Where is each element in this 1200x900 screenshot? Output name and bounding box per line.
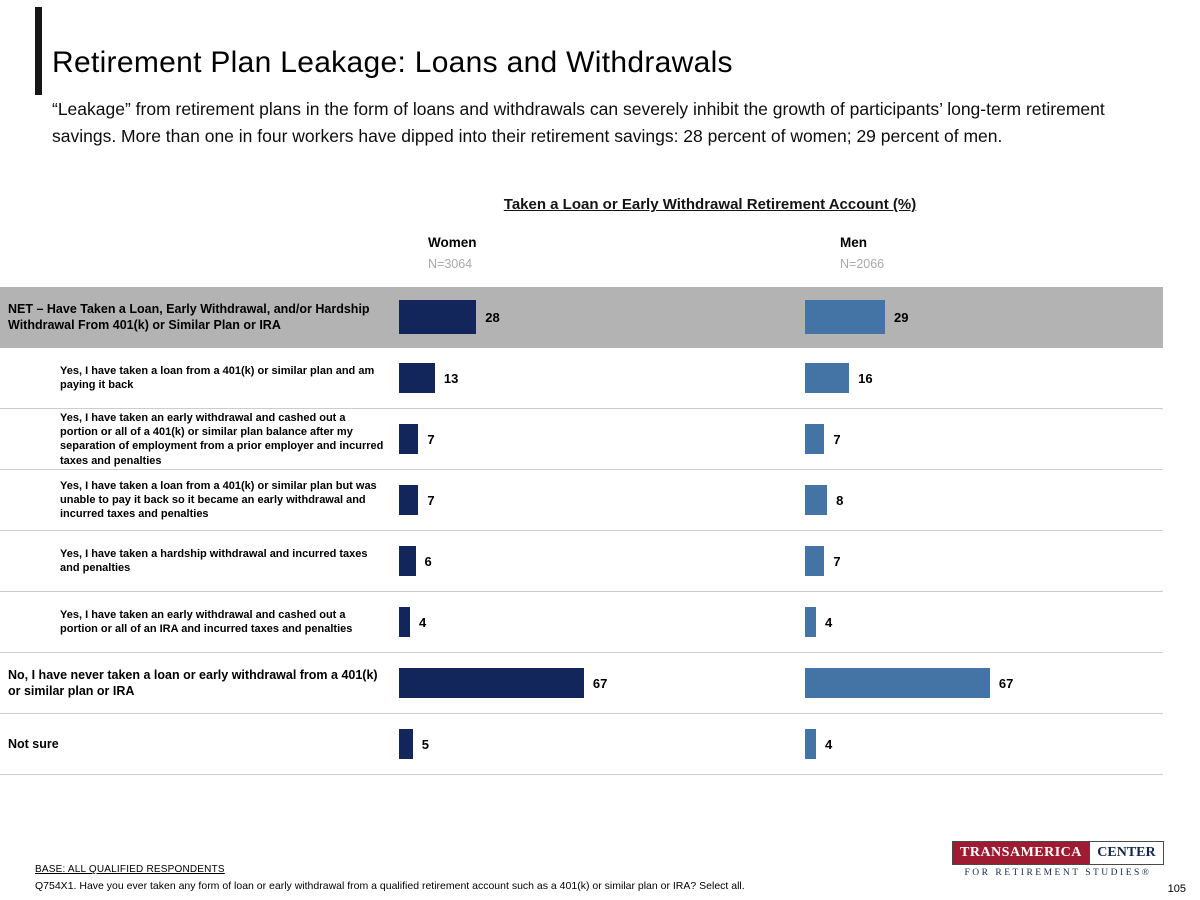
women-bar-cell: 13 bbox=[399, 363, 805, 394]
women-bar-value: 5 bbox=[421, 736, 430, 752]
women-bar bbox=[399, 363, 435, 394]
row-label: Yes, I have taken an early withdrawal an… bbox=[60, 411, 384, 467]
women-bar-value: 13 bbox=[443, 370, 459, 386]
logo-brand-text: TRANSAMERICA bbox=[953, 842, 1089, 864]
men-label: Men bbox=[840, 235, 867, 251]
men-bar-value: 7 bbox=[833, 431, 841, 447]
row-label: Yes, I have taken a loan from a 401(k) o… bbox=[60, 364, 375, 392]
women-bar-cell: 5 bbox=[399, 729, 805, 760]
chart-row: Yes, I have taken a hardship withdrawal … bbox=[0, 531, 1163, 593]
page-title: Retirement Plan Leakage: Loans and Withd… bbox=[52, 46, 733, 79]
question-note: Q754X1. Have you ever taken any form of … bbox=[35, 880, 745, 892]
logo-center-text: CENTER bbox=[1088, 842, 1163, 864]
men-bar-value: 7 bbox=[833, 553, 841, 569]
men-bar-cell: 7 bbox=[805, 546, 1163, 577]
women-column-header: Women N=3064 bbox=[428, 235, 477, 271]
men-bar-cell: 8 bbox=[805, 485, 1163, 516]
men-bar bbox=[805, 607, 817, 638]
men-bar-value: 67 bbox=[998, 675, 1014, 691]
men-bar-value: 29 bbox=[894, 309, 909, 325]
men-bar bbox=[805, 546, 825, 577]
row-label: Yes, I have taken a loan from a 401(k) o… bbox=[60, 479, 377, 521]
row-label: Yes, I have taken a hardship withdrawal … bbox=[60, 547, 368, 575]
men-bar-cell: 29 bbox=[805, 300, 1163, 335]
women-bar-value: 67 bbox=[592, 675, 608, 691]
men-bar bbox=[805, 729, 817, 760]
men-bar-cell: 4 bbox=[805, 607, 1163, 638]
transamerica-logo: TRANSAMERICA CENTER FOR RETIREMENT STUDI… bbox=[952, 841, 1164, 878]
men-bar bbox=[805, 363, 850, 394]
men-bar bbox=[805, 300, 886, 335]
women-bar bbox=[399, 546, 416, 577]
women-bar-cell: 67 bbox=[399, 668, 805, 699]
women-bar-value: 7 bbox=[427, 431, 435, 447]
women-label: Women bbox=[428, 235, 477, 251]
men-bar-cell: 7 bbox=[805, 424, 1163, 455]
women-bar-value: 4 bbox=[419, 614, 427, 630]
chart-row: Yes, I have taken a loan from a 401(k) o… bbox=[0, 470, 1163, 532]
women-bar bbox=[399, 300, 477, 335]
men-bar-value: 16 bbox=[858, 370, 873, 386]
row-label: No, I have never taken a loan or early w… bbox=[8, 668, 378, 699]
chart-row: Yes, I have taken an early withdrawal an… bbox=[0, 592, 1163, 654]
logo-subtitle: FOR RETIREMENT STUDIES® bbox=[964, 868, 1152, 878]
women-bar bbox=[399, 424, 419, 455]
women-bar-cell: 6 bbox=[399, 546, 805, 577]
men-bar-value: 4 bbox=[825, 736, 833, 752]
women-sample-size: N=3064 bbox=[428, 257, 473, 272]
men-sample-size: N=2066 bbox=[840, 257, 885, 272]
chart-rows: NET – Have Taken a Loan, Early Withdrawa… bbox=[0, 287, 1200, 776]
men-column-header: Men N=2066 bbox=[840, 235, 884, 271]
top-accent-bar bbox=[35, 7, 42, 95]
women-bar bbox=[399, 607, 411, 638]
men-bar bbox=[805, 668, 990, 699]
footnote-block: BASE: ALL QUALIFIED RESPONDENTS Q754X1. … bbox=[35, 864, 745, 892]
column-headers: Women N=3064 Men N=2066 bbox=[0, 235, 1200, 285]
men-bar-cell: 67 bbox=[805, 668, 1163, 699]
page-number: 105 bbox=[1167, 883, 1186, 895]
chart-row: No, I have never taken a loan or early w… bbox=[0, 653, 1163, 715]
men-bar-cell: 4 bbox=[805, 729, 1163, 760]
men-bar bbox=[805, 485, 828, 516]
men-bar-cell: 16 bbox=[805, 363, 1163, 394]
women-bar-value: 6 bbox=[424, 553, 432, 569]
chart-title: Taken a Loan or Early Withdrawal Retirem… bbox=[503, 196, 917, 214]
women-bar-cell: 28 bbox=[399, 300, 805, 335]
chart-row: Yes, I have taken a loan from a 401(k) o… bbox=[0, 348, 1163, 410]
chart-row: NET – Have Taken a Loan, Early Withdrawa… bbox=[0, 287, 1163, 349]
women-bar-value: 28 bbox=[485, 309, 500, 325]
row-label: Not sure bbox=[8, 737, 59, 752]
men-bar-value: 8 bbox=[836, 492, 844, 508]
women-bar-cell: 4 bbox=[399, 607, 805, 638]
women-bar bbox=[399, 729, 413, 760]
chart-row: Not sure 5 4 bbox=[0, 714, 1163, 776]
women-bar bbox=[399, 485, 419, 516]
logo-wordmark: TRANSAMERICA CENTER bbox=[952, 841, 1164, 865]
women-bar-value: 7 bbox=[427, 492, 435, 508]
men-bar-value: 4 bbox=[825, 614, 833, 630]
women-bar-cell: 7 bbox=[399, 424, 805, 455]
chart-row: Yes, I have taken an early withdrawal an… bbox=[0, 409, 1163, 471]
base-note: BASE: ALL QUALIFIED RESPONDENTS bbox=[35, 864, 225, 875]
intro-text: “Leakage” from retirement plans in the f… bbox=[52, 99, 1105, 147]
women-bar-cell: 7 bbox=[399, 485, 805, 516]
row-label: Yes, I have taken an early withdrawal an… bbox=[60, 608, 353, 636]
row-label: NET – Have Taken a Loan, Early Withdrawa… bbox=[8, 302, 370, 333]
women-bar bbox=[399, 668, 584, 699]
men-bar bbox=[805, 424, 825, 455]
